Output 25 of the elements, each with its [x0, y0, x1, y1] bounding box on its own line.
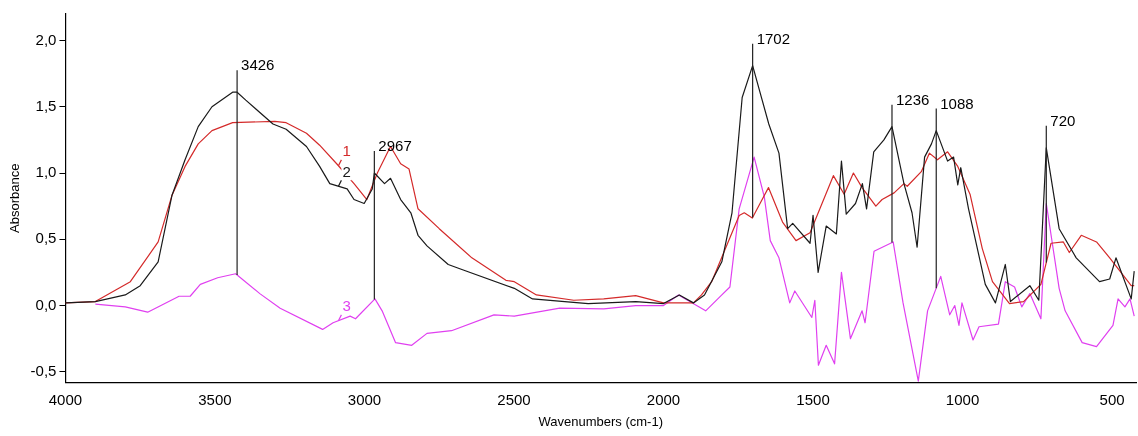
series-label: 3 — [342, 297, 351, 315]
y-tick-label: 2,0 — [35, 30, 57, 48]
x-tick-label: 500 — [1099, 390, 1125, 408]
annotation: 2967 — [378, 137, 412, 155]
x-tick-label: 2000 — [646, 390, 681, 408]
y-tick-label: 1,5 — [35, 96, 57, 114]
x-axis-title: Wavenumbers (cm-1) — [538, 413, 663, 429]
series-label: 2 — [342, 162, 351, 180]
series-label: 1 — [342, 142, 351, 160]
y-tick-label: 1,0 — [35, 163, 57, 181]
annotation: 1702 — [756, 29, 791, 47]
annotation: 1236 — [895, 90, 930, 108]
y-tick-label: -0,5 — [30, 361, 57, 379]
y-axis-title: Absorbance — [7, 163, 23, 233]
annotation: 720 — [1050, 111, 1076, 129]
x-tick-label: 3000 — [347, 390, 382, 408]
x-tick-label: 4000 — [48, 390, 83, 408]
x-tick-label: 3500 — [198, 390, 232, 408]
x-tick-label: 1500 — [796, 390, 830, 408]
annotation: 1088 — [940, 94, 974, 112]
annotation: 3426 — [241, 56, 275, 74]
x-tick-label: 2500 — [497, 390, 531, 408]
x-tick-label: 1000 — [945, 390, 980, 408]
y-tick-label: 0,5 — [35, 229, 57, 247]
y-tick-label: 0,0 — [35, 295, 57, 313]
